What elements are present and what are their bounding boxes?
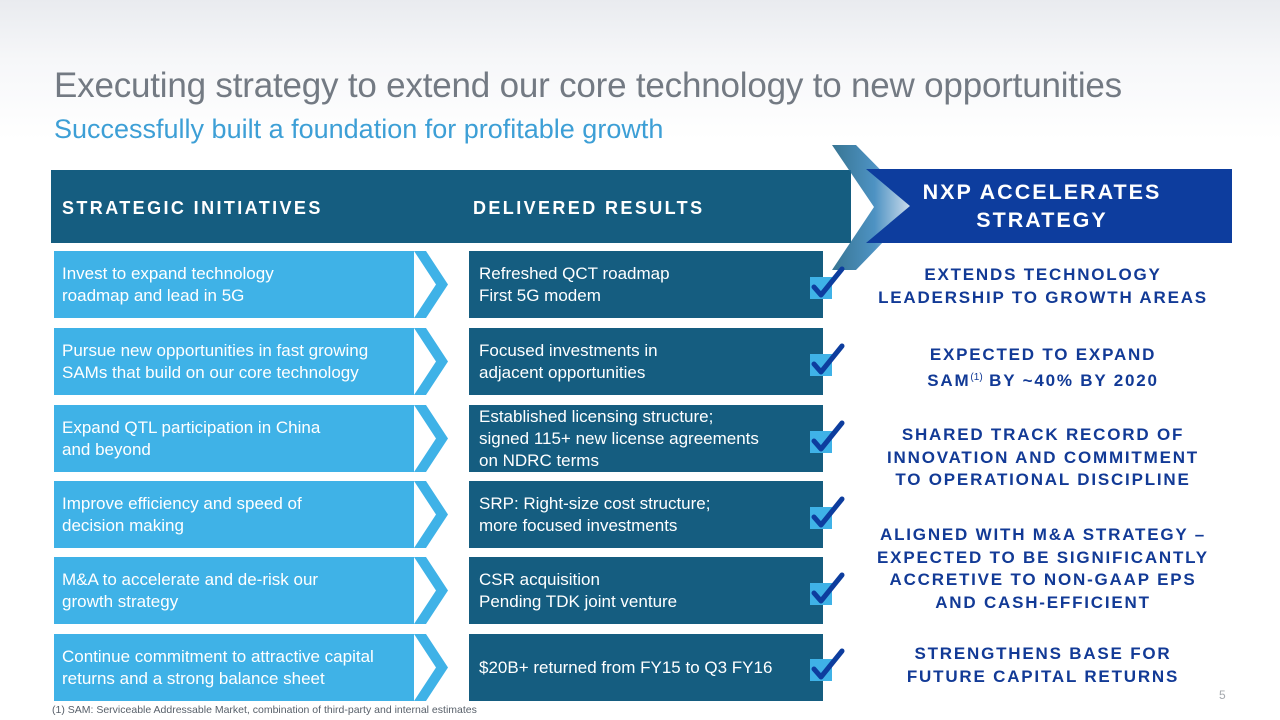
- nxp-result-4: ALIGNED WITH M&A STRATEGY – EXPECTED TO B…: [877, 525, 1209, 612]
- checkbox-checked-icon: [810, 648, 845, 681]
- strategic-initiatives-header: STRATEGIC INITIATIVES: [62, 198, 323, 218]
- page-number: 5: [1219, 688, 1226, 702]
- checkbox-checked-icon: [810, 496, 845, 529]
- initiative-row-6: Continue commitment to attractive capita…: [54, 634, 414, 701]
- checkbox-checked-icon: [810, 572, 845, 605]
- chevron-right-icon: [414, 634, 448, 701]
- delivered-results-header: DELIVERED RESULTS: [473, 198, 705, 218]
- large-arrow-icon: [832, 145, 917, 270]
- checkbox-checked-icon: [810, 266, 845, 299]
- initiative-row-5: M&A to accelerate and de-risk our growth …: [54, 557, 414, 624]
- chevron-right-icon: [414, 481, 448, 548]
- page-subtitle: Successfully built a foundation for prof…: [54, 114, 664, 144]
- initiative-row-3: Expand QTL participation in China and bey…: [54, 405, 414, 472]
- footnote: (1) SAM: Serviceable Addressable Market,…: [52, 704, 477, 716]
- chevron-right-icon: [414, 405, 448, 472]
- nxp-result-1: EXTENDS TECHNOLOGY LEADERSHIP TO GROWTH A…: [878, 265, 1208, 307]
- column-header-band: [51, 170, 851, 243]
- checkbox-checked-icon: [810, 343, 845, 376]
- initiative-row-1: Invest to expand technology roadmap and l…: [54, 251, 414, 318]
- nxp-accelerates-header: NXP ACCELERATES STRATEGY: [922, 180, 1162, 232]
- result-row-4: SRP: Right-size cost structure; more focu…: [469, 481, 823, 548]
- result-row-5: CSR acquisition Pending TDK joint venture: [469, 557, 823, 624]
- page-title: Executing strategy to extend our core te…: [54, 66, 1122, 105]
- result-row-6: $20B+ returned from FY15 to Q3 FY16: [469, 634, 823, 701]
- chevron-right-icon: [414, 251, 448, 318]
- result-row-2: Focused investments in adjacent opportuni…: [469, 328, 823, 395]
- nxp-result-3: SHARED TRACK RECORD OF INNOVATION AND COM…: [887, 425, 1199, 489]
- nxp-result-2: EXPECTED TO EXPAND SAM(1) BY ~40% BY 202…: [927, 345, 1159, 390]
- nxp-result-5: STRENGTHENS BASE FOR FUTURE CAPITAL RETUR…: [906, 644, 1180, 686]
- result-row-3: Established licensing structure; signed 1…: [469, 405, 823, 472]
- result-row-1: Refreshed QCT roadmap First 5G modem: [469, 251, 823, 318]
- nxp-header-box: [866, 169, 1232, 243]
- chevron-right-icon: [414, 557, 448, 624]
- initiative-row-4: Improve efficiency and speed of decision …: [54, 481, 414, 548]
- initiative-row-2: Pursue new opportunities in fast growing…: [54, 328, 414, 395]
- checkbox-checked-icon: [810, 420, 845, 453]
- chevron-right-icon: [414, 328, 448, 395]
